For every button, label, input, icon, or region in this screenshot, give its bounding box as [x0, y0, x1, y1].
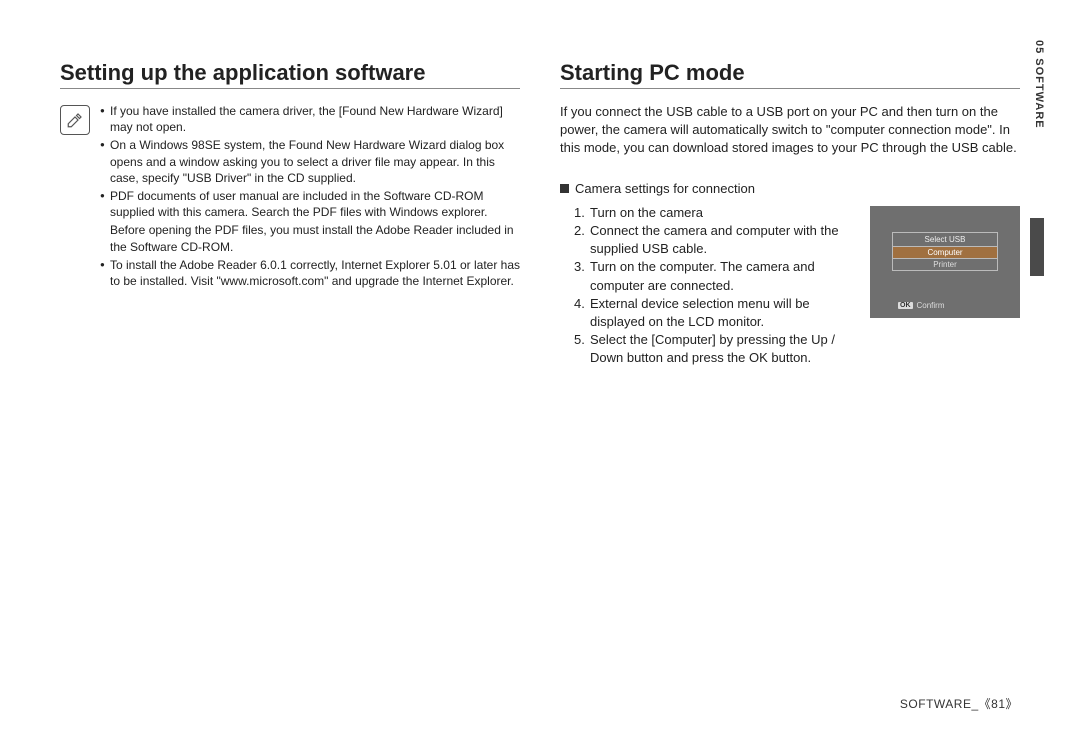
step-number: 3.: [574, 258, 590, 294]
side-tab-label: 05 SOFTWARE: [1033, 40, 1045, 160]
left-section-title: Setting up the application software: [60, 60, 520, 89]
step-number: 5.: [574, 331, 590, 367]
bullet-text: PDF documents of user manual are include…: [110, 188, 520, 220]
lcd-option-printer: Printer: [893, 259, 997, 270]
step-number: 1.: [574, 204, 590, 222]
ok-badge-icon: OK: [898, 302, 913, 309]
lcd-screenshot: Select USB Computer Printer OK Confirm: [870, 206, 1020, 318]
side-tab-marker: [1030, 218, 1044, 276]
lcd-menu-box: Select USB Computer Printer: [892, 232, 998, 271]
step-text: Select the [Computer] by pressing the Up…: [590, 331, 856, 367]
bullet-text: To install the Adobe Reader 6.0.1 correc…: [110, 257, 520, 289]
intro-paragraph: If you connect the USB cable to a USB po…: [560, 103, 1020, 158]
bullet-dot-icon: ●: [100, 137, 110, 186]
note-icon: [60, 105, 90, 135]
step-number: 2.: [574, 222, 590, 258]
side-chapter-tab: 05 SOFTWARE: [1024, 98, 1044, 448]
bullet-item: ●PDF documents of user manual are includ…: [100, 188, 520, 220]
ordered-steps: 1.Turn on the camera2.Connect the camera…: [560, 204, 856, 368]
settings-subheading: Camera settings for connection: [560, 180, 856, 198]
lcd-confirm-hint: OK Confirm: [898, 301, 945, 310]
lcd-option-computer: Computer: [893, 246, 997, 259]
step-item: 5.Select the [Computer] by pressing the …: [560, 331, 856, 367]
square-bullet-icon: [560, 184, 569, 193]
step-item: 3.Turn on the computer. The camera and c…: [560, 258, 856, 294]
bullet-item: ●If you have installed the camera driver…: [100, 103, 520, 135]
step-item: 2.Connect the camera and computer with t…: [560, 222, 856, 258]
lcd-confirm-label: Confirm: [917, 301, 945, 310]
right-section-title: Starting PC mode: [560, 60, 1020, 89]
left-column: Setting up the application software ●If …: [60, 60, 520, 367]
footer-section-label: SOFTWARE_: [900, 697, 979, 711]
settings-subheading-label: Camera settings for connection: [575, 180, 755, 198]
step-text: Connect the camera and computer with the…: [590, 222, 856, 258]
bullet-item: ●On a Windows 98SE system, the Found New…: [100, 137, 520, 186]
manual-page: Setting up the application software ●If …: [0, 0, 1080, 746]
step-item: 1.Turn on the camera: [560, 204, 856, 222]
two-column-layout: Setting up the application software ●If …: [60, 60, 1020, 367]
bullet-text: If you have installed the camera driver,…: [110, 103, 520, 135]
footer-page-number: 《81》: [979, 697, 1018, 711]
step-text: External device selection menu will be d…: [590, 295, 856, 331]
step-item: 4.External device selection menu will be…: [560, 295, 856, 331]
bullet-dot-icon: ●: [100, 257, 110, 289]
bullet-text: On a Windows 98SE system, the Found New …: [110, 137, 520, 186]
note-bullet-list: ●If you have installed the camera driver…: [100, 103, 520, 291]
bullet-subtext: Before opening the PDF files, you must i…: [100, 222, 520, 254]
bullet-dot-icon: ●: [100, 188, 110, 220]
pencil-note-icon: [66, 111, 84, 129]
bullet-item: ●To install the Adobe Reader 6.0.1 corre…: [100, 257, 520, 289]
right-column: Starting PC mode If you connect the USB …: [560, 60, 1020, 367]
settings-block: Camera settings for connection 1.Turn on…: [560, 180, 1020, 368]
note-block: ●If you have installed the camera driver…: [60, 103, 520, 291]
lcd-menu-title: Select USB: [893, 233, 997, 246]
step-text: Turn on the computer. The camera and com…: [590, 258, 856, 294]
step-text: Turn on the camera: [590, 204, 856, 222]
settings-text: Camera settings for connection 1.Turn on…: [560, 180, 856, 368]
step-number: 4.: [574, 295, 590, 331]
bullet-dot-icon: ●: [100, 103, 110, 135]
page-footer: SOFTWARE_《81》: [900, 695, 1018, 712]
